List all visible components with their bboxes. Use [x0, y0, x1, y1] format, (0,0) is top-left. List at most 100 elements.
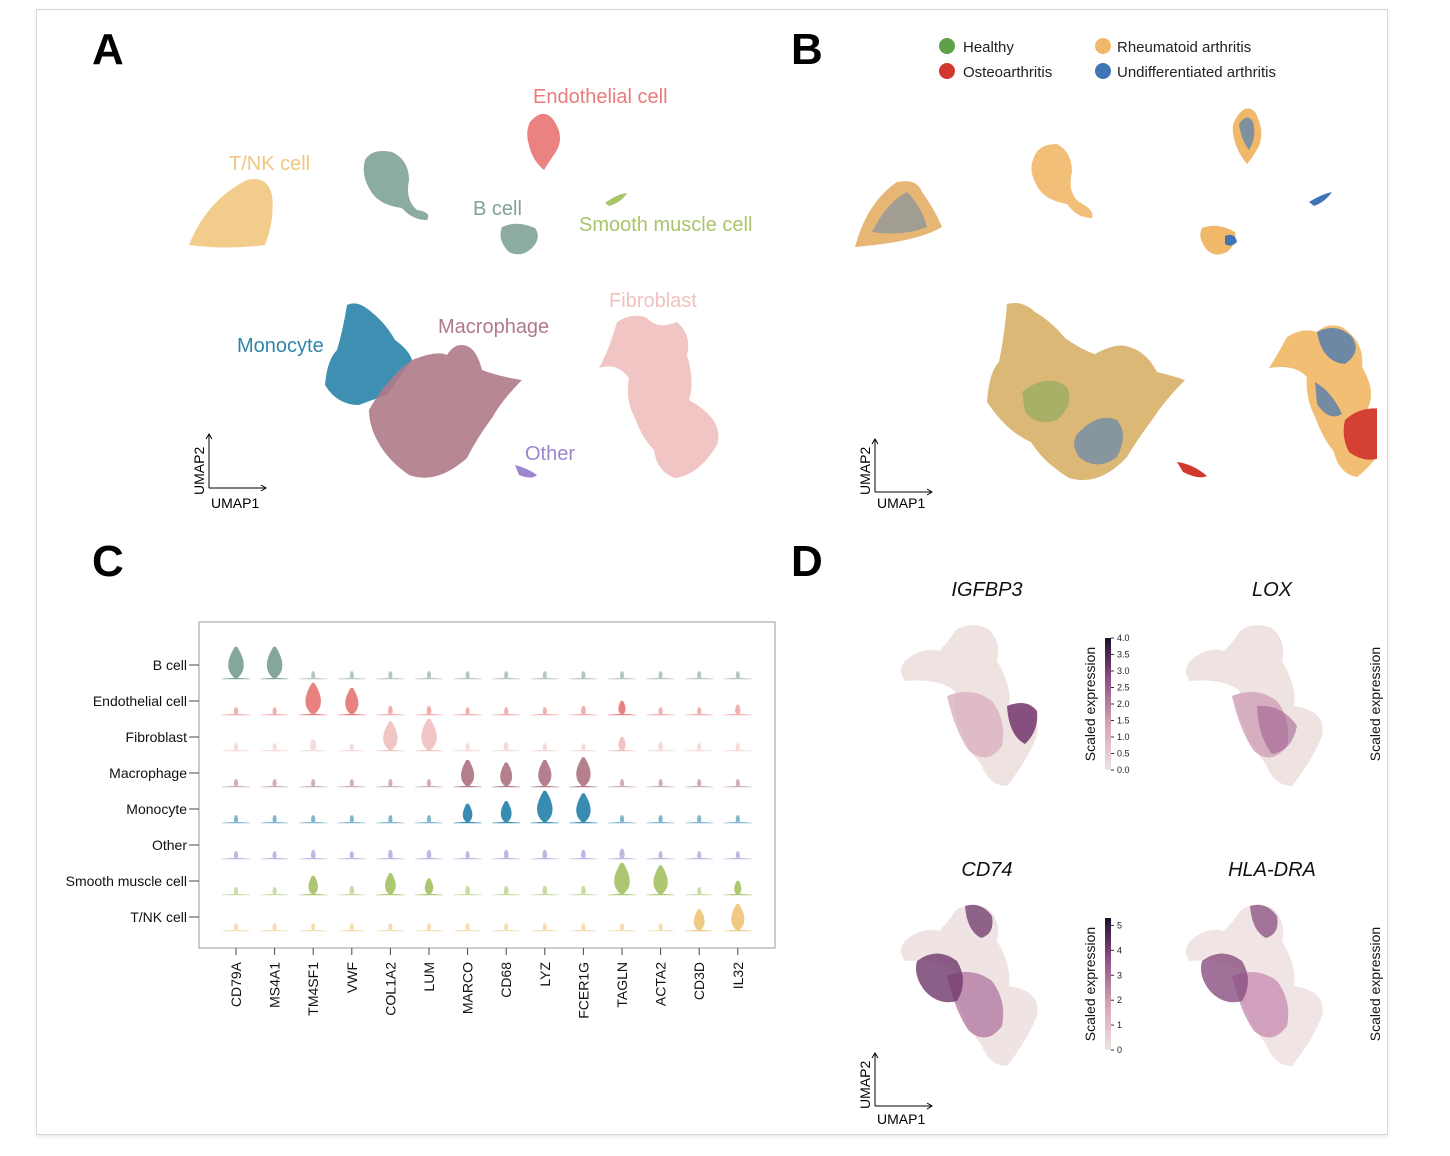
- feature-colorbar: [1105, 918, 1111, 1050]
- figure-frame: A B C D T/NK cell B cell Endothelial cel…: [36, 9, 1388, 1135]
- feature-colorbar: [1105, 638, 1111, 770]
- violin-row-label: Macrophage: [109, 765, 187, 781]
- violin-row-label: Smooth muscle cell: [66, 873, 187, 889]
- b-blobs: [855, 108, 1377, 481]
- legend-healthy: Healthy: [963, 39, 1014, 56]
- violin-mark: [221, 815, 251, 824]
- violin-mark: [646, 742, 675, 752]
- d-axis-x-label: UMAP1: [877, 1111, 925, 1127]
- violin-mark: [569, 706, 598, 716]
- violin-mark: [569, 850, 598, 860]
- violin-gene-label: MARCO: [460, 962, 476, 1014]
- violin-gene-label: CD79A: [228, 961, 244, 1007]
- b-small-blob: [1200, 225, 1236, 255]
- violin-mark: [685, 779, 714, 788]
- violin-mark: [685, 887, 714, 896]
- violin-mark: [260, 851, 289, 860]
- violin-mark: [453, 923, 482, 932]
- macro-label: Macrophage: [438, 316, 549, 338]
- panel-a-letter: A: [92, 25, 124, 74]
- violin-mark: [376, 721, 405, 752]
- violin-mark: [337, 687, 366, 716]
- violin-mark: [299, 875, 328, 896]
- b-axis-y-label: UMAP2: [857, 447, 873, 495]
- legend-dot-ua: [1095, 63, 1111, 79]
- violin-mark: [414, 815, 444, 824]
- panel-d-features: IGFBP3 Scaled expression 0.0 0.5 1.0 1.5 2.0 2.…: [857, 579, 1383, 1127]
- violin-mark: [453, 886, 482, 896]
- feature-umap-high2: [1250, 904, 1278, 938]
- endo-label: Endothelial cell: [533, 86, 668, 108]
- smooth-blob: [605, 193, 627, 206]
- violin-mark: [299, 671, 328, 680]
- panel-d-letter: D: [791, 537, 823, 586]
- feature-umap-high: [916, 953, 963, 1003]
- feature-colorbar-tick-label: 1.0: [1117, 732, 1130, 742]
- violin-row-label: Monocyte: [126, 801, 187, 817]
- violin-mark: [221, 887, 251, 896]
- feature-colorbar-tick-label: 1.5: [1117, 716, 1130, 726]
- b-smooth-blob: [1309, 192, 1332, 206]
- panel-a-umap: T/NK cell B cell Endothelial cell Smooth…: [189, 86, 752, 510]
- b-fibro-red: [1343, 408, 1377, 460]
- violin-mark: [723, 704, 752, 716]
- violin-mark: [414, 706, 444, 716]
- violin-mark: [723, 779, 752, 788]
- axis-y-label: UMAP2: [191, 447, 207, 495]
- axis-x-label: UMAP1: [211, 495, 259, 510]
- violin-mark: [492, 886, 521, 896]
- violin-mark: [646, 707, 675, 716]
- fibro-label: Fibroblast: [609, 290, 697, 312]
- violin-mark: [453, 707, 482, 716]
- b-bcell-blob: [1031, 144, 1093, 218]
- violin-gene-label: FCER1G: [575, 962, 591, 1019]
- violin-mark: [414, 878, 444, 896]
- violin-mark: [646, 671, 675, 680]
- violin-mark: [685, 743, 714, 752]
- violin-mark: [569, 671, 598, 680]
- violin-mark: [530, 671, 559, 680]
- violin-mark: [260, 646, 289, 680]
- violin-mark: [530, 923, 559, 932]
- legend-oa: Osteoarthritis: [963, 64, 1052, 81]
- violin-mark: [646, 851, 675, 860]
- violin-mark: [607, 923, 637, 932]
- violin-mark: [646, 815, 675, 824]
- violin-mark: [414, 850, 444, 860]
- violin-mark: [607, 848, 637, 860]
- violin-mark: [569, 743, 598, 752]
- violin-gene-label: COL1A2: [382, 962, 398, 1016]
- violin-row-label: B cell: [153, 657, 187, 673]
- violin-gene-label: LUM: [421, 962, 437, 992]
- violin-mark: [453, 743, 482, 752]
- violin-mark: [607, 700, 637, 716]
- violin-mark: [376, 873, 405, 896]
- violin-mark: [723, 880, 752, 896]
- violin-mark: [569, 923, 598, 932]
- violin-mark: [492, 850, 521, 860]
- feature-plot-title: LOX: [1252, 579, 1293, 601]
- violin-mark: [260, 923, 289, 932]
- violin-mark: [723, 743, 752, 752]
- violin-mark: [260, 707, 289, 716]
- violin-mark: [569, 886, 598, 896]
- feature-plot-title: CD74: [961, 859, 1012, 881]
- violin-mark: [492, 707, 521, 716]
- violin-mark: [260, 815, 289, 824]
- violin-mark: [530, 790, 559, 824]
- feature-scale-label: Scaled expression: [1367, 927, 1383, 1041]
- fibro-blob: [599, 315, 719, 478]
- violin-mark: [260, 779, 289, 788]
- violin-mark: [299, 923, 328, 932]
- violin-mark: [453, 671, 482, 680]
- violin-mark: [376, 815, 405, 824]
- smooth-label: Smooth muscle cell: [579, 214, 752, 236]
- violin-mark: [221, 779, 251, 788]
- feature-umap-high: [1201, 953, 1248, 1003]
- violin-gene-label: CD3D: [691, 962, 707, 1000]
- violin-mark: [685, 671, 714, 680]
- violin-mark: [723, 903, 752, 932]
- feature-plot-title: IGFBP3: [951, 579, 1022, 601]
- legend-dot-ra: [1095, 38, 1111, 54]
